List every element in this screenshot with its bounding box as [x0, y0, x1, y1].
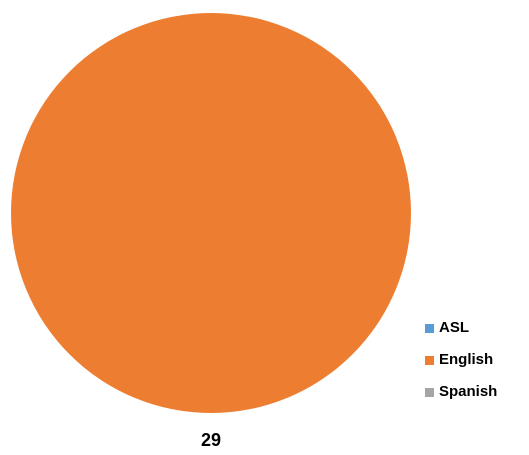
- data-label-english: 29: [201, 430, 221, 450]
- legend-label-asl: ASL: [439, 319, 469, 336]
- legend-label-spanish: Spanish: [439, 383, 498, 400]
- legend-swatch-asl: [425, 323, 434, 333]
- pie-slice-english: [11, 13, 411, 413]
- legend-label-english: English: [439, 351, 494, 368]
- legend-item-spanish: Spanish: [425, 384, 497, 400]
- legend-item-english: English: [425, 352, 497, 368]
- legend-item-asl: ASL: [425, 320, 497, 336]
- legend-swatch-spanish: [425, 387, 434, 397]
- legend-swatch-english: [425, 355, 434, 365]
- legend: ASL English Spanish: [425, 320, 497, 416]
